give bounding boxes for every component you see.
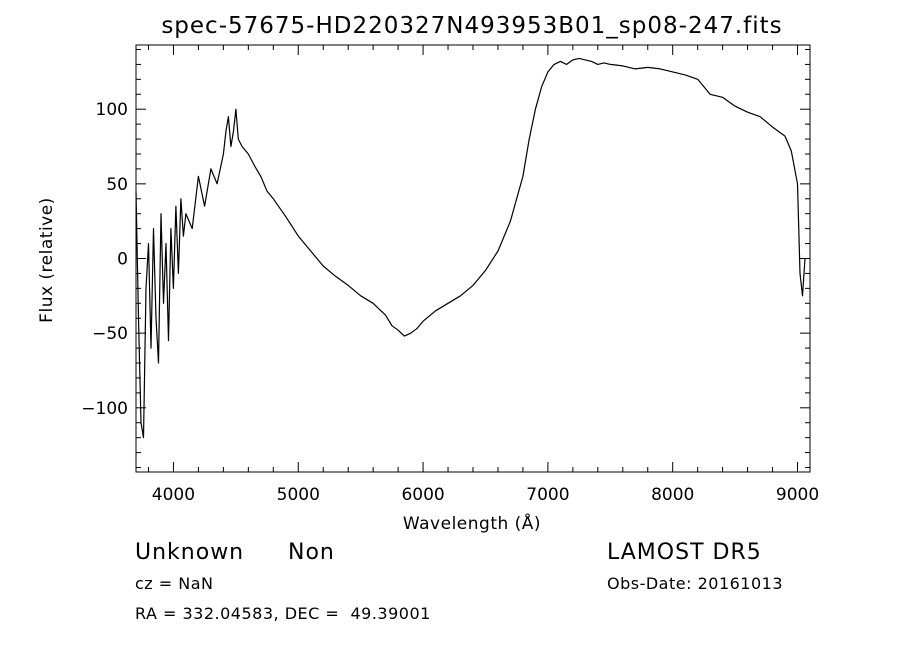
- x-axis-label: Wavelength (Å): [403, 512, 541, 534]
- x-tick-label: 9000: [776, 485, 819, 505]
- survey-label: LAMOST DR5: [607, 540, 762, 565]
- y-tick-label: −100: [81, 399, 128, 419]
- chart-title: spec-57675-HD220327N493953B01_sp08-247.f…: [161, 13, 782, 39]
- y-tick-label: 0: [117, 250, 128, 270]
- x-axis-ticks: 4000 5000 6000 7000 8000 9000: [147, 45, 819, 505]
- series-line-0: [135, 57, 806, 439]
- subclass-label: Non: [288, 540, 335, 565]
- x-tick-label: 6000: [401, 485, 444, 505]
- obs-date-text: Obs-Date: 20161013: [607, 574, 784, 593]
- cz-text: cz = NaN: [135, 574, 214, 593]
- coords-text: RA = 332.04583, DEC = 49.39001: [135, 604, 431, 623]
- y-tick-label: 100: [96, 100, 128, 120]
- series-group: [135, 57, 806, 439]
- x-tick-label: 5000: [277, 485, 320, 505]
- plot-frame: [135, 44, 811, 473]
- y-axis-label: Flux (relative): [37, 197, 57, 323]
- x-tick-label: 8000: [651, 485, 694, 505]
- x-tick-label: 7000: [526, 485, 569, 505]
- x-tick-label: 4000: [152, 485, 195, 505]
- y-tick-label: −50: [92, 324, 128, 344]
- y-tick-label: 50: [106, 175, 128, 195]
- class-label: Unknown: [135, 540, 245, 565]
- y-axis-ticks: −100 −50 0 50 100: [81, 48, 810, 469]
